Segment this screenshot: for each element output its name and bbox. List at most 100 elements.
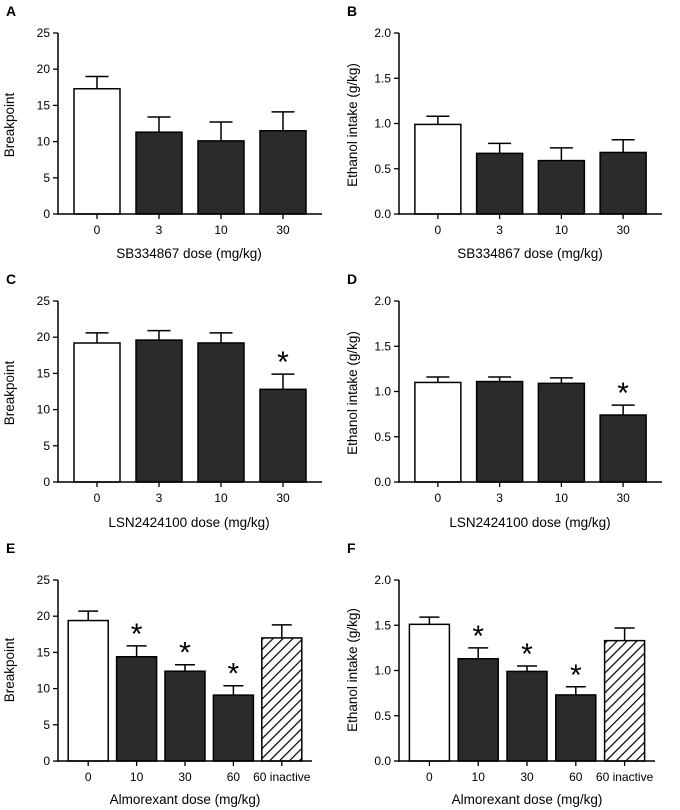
panel-e-xlabel: Almorexant dose (mg/kg) <box>110 792 261 807</box>
panel-f-bar <box>603 639 646 762</box>
panel-b-ytick-label: 0.5 <box>374 162 391 176</box>
panel-c-ytick-label: 15 <box>37 366 51 380</box>
panel-a-xlabel: SB334867 dose (mg/kg) <box>116 246 262 261</box>
panel-e-ytick-label: 25 <box>37 573 51 587</box>
panel-d-ylabel: Ethanol intake (g/kg) <box>345 331 360 455</box>
panel-e-ylabel: Breakpoint <box>2 637 17 702</box>
panel-f-bar <box>506 670 548 762</box>
panel-c-bar <box>197 342 245 483</box>
panel-f-xtick-label: 0 <box>426 770 433 784</box>
panel-d-plot: 0.0 0.5 1.0 1.5 2.0 0 3 10 30 * <box>374 294 662 505</box>
panel-e-ytick-label: 5 <box>43 718 50 732</box>
panel-e-bar <box>115 655 158 762</box>
panel-d-ytick-label: 1.5 <box>374 339 391 353</box>
panel-b-letter: B <box>347 3 357 19</box>
panel-a-xtick-label: 30 <box>276 223 290 237</box>
panel-c-ytick-label: 0 <box>43 475 50 489</box>
panel-f-xtick-label: 30 <box>520 770 534 784</box>
panel-c-xlabel: LSN2424100 dose (mg/kg) <box>108 515 269 530</box>
panel-e-significance-star: * <box>131 618 143 651</box>
panel-b-ytick-label: 1.5 <box>374 71 391 85</box>
panel-d-ytick-label: 2.0 <box>374 294 391 308</box>
panel-e-ytick-label: 10 <box>37 682 51 696</box>
panel-c-ytick-label: 10 <box>37 403 51 417</box>
panel-d-significance-star: * <box>617 377 629 410</box>
panel-b-ytick-label: 1.0 <box>374 117 391 131</box>
panel-c-significance-star: * <box>277 346 289 379</box>
panel-c-ylabel: Breakpoint <box>2 360 17 425</box>
panel-e-xtick-label: 60 <box>227 770 241 784</box>
panel-f-xtick-label: 60 <box>569 770 583 784</box>
panel-f-xlabel: Almorexant dose (mg/kg) <box>452 792 603 807</box>
panel-b-bar <box>599 151 647 215</box>
panel-f-significance-star: * <box>570 659 582 692</box>
panel-f-xtick-label: 10 <box>472 770 486 784</box>
panel-f-bar <box>408 623 451 762</box>
panel-a-xtick-label: 10 <box>214 223 228 237</box>
panel-f-ytick-label: 1.0 <box>374 664 391 678</box>
panel-c-xtick-label: 3 <box>156 491 163 505</box>
panel-f-xtick-label: 60 inactive <box>596 770 654 784</box>
panel-b-xlabel: SB334867 dose (mg/kg) <box>457 246 603 261</box>
panel-d-xtick-label: 10 <box>555 491 569 505</box>
panel-d-ytick-label: 1.0 <box>374 385 391 399</box>
panel-b-plot: 0.0 0.5 1.0 1.5 2.0 0 3 10 30 <box>374 26 662 237</box>
panel-e-ytick-label: 0 <box>43 754 50 768</box>
panel-e-ytick-label: 20 <box>37 609 51 623</box>
panel-c-ytick-label: 5 <box>43 439 50 453</box>
panel-d-bar <box>537 382 586 483</box>
panel-b-xtick-label: 3 <box>496 223 503 237</box>
panel-d-xtick-label: 0 <box>435 491 442 505</box>
panel-b-bar <box>537 159 586 215</box>
panel-c-bar <box>73 342 121 483</box>
panel-b: B 0.0 0.5 1.0 1.5 2.0 0 3 10 30 Ethanol intake (… <box>345 3 662 261</box>
panel-a-ytick-label: 15 <box>37 98 51 112</box>
panel-d-bar <box>414 381 462 483</box>
panel-a-xtick-label: 3 <box>156 223 163 237</box>
panel-d-xtick-label: 3 <box>496 491 503 505</box>
panel-e-bar <box>212 694 255 762</box>
panel-d-xtick-label: 30 <box>616 491 630 505</box>
panel-a-ytick-label: 10 <box>37 135 51 149</box>
panel-e: E 0 5 10 15 20 25 0 10 * 30 * 60 * 60 inactive Breakp… <box>2 540 312 807</box>
panel-e-plot: 0 5 10 15 20 25 0 10 * 30 * 60 * 60 inactive <box>37 573 312 784</box>
panel-f-significance-star: * <box>521 638 533 671</box>
panel-e-xtick-label: 0 <box>85 770 92 784</box>
panel-e-bar <box>164 670 206 762</box>
panel-f: F 0.0 0.5 1.0 1.5 2.0 0 10 * 30 * 60 * 60 inactive E… <box>345 540 655 807</box>
panel-d-bar <box>475 380 524 483</box>
panel-b-xtick-label: 30 <box>616 223 630 237</box>
panel-a-ytick-label: 5 <box>43 171 50 185</box>
panel-c-bar <box>259 388 307 483</box>
panel-c-xtick-label: 30 <box>276 491 290 505</box>
panel-f-bar <box>555 694 597 762</box>
panel-c-xtick-label: 0 <box>94 491 101 505</box>
panel-e-significance-star: * <box>179 637 191 670</box>
panel-f-ytick-label: 0.0 <box>374 754 391 768</box>
panel-d-xlabel: LSN2424100 dose (mg/kg) <box>449 515 610 530</box>
panel-e-significance-star: * <box>228 658 240 691</box>
panel-b-ytick-label: 2.0 <box>374 26 391 40</box>
panel-a-plot: 0 5 10 15 20 25 0 3 10 30 <box>37 26 322 237</box>
panel-f-plot: 0.0 0.5 1.0 1.5 2.0 0 10 * 30 * 60 * 60 inactive <box>374 573 655 784</box>
panel-a-bar <box>197 140 245 215</box>
panel-e-xtick-label: 30 <box>178 770 192 784</box>
panel-d-bar <box>599 414 647 483</box>
panel-c: C 0 5 10 15 20 25 0 3 10 30 * Breakpoint LSN242410… <box>2 271 322 530</box>
panel-f-significance-star: * <box>472 620 484 653</box>
panel-c-ytick-label: 25 <box>37 294 51 308</box>
panel-f-ytick-label: 0.5 <box>374 709 391 723</box>
panel-e-ytick-label: 15 <box>37 645 51 659</box>
panel-e-xtick-label: 60 inactive <box>253 770 311 784</box>
panel-c-letter: C <box>6 271 16 287</box>
panel-f-bar <box>457 657 499 762</box>
panel-e-letter: E <box>6 540 15 556</box>
panel-c-bar <box>135 339 183 483</box>
panel-d-ytick-label: 0.5 <box>374 430 391 444</box>
panel-e-bar <box>67 619 109 762</box>
panel-a-ytick-label: 25 <box>37 26 51 40</box>
panel-b-ytick-label: 0.0 <box>374 207 391 221</box>
panel-b-bar <box>414 123 462 215</box>
panel-a: A 0 5 10 15 20 25 0 3 10 30 Breakpoint SB334867 d… <box>2 3 322 261</box>
